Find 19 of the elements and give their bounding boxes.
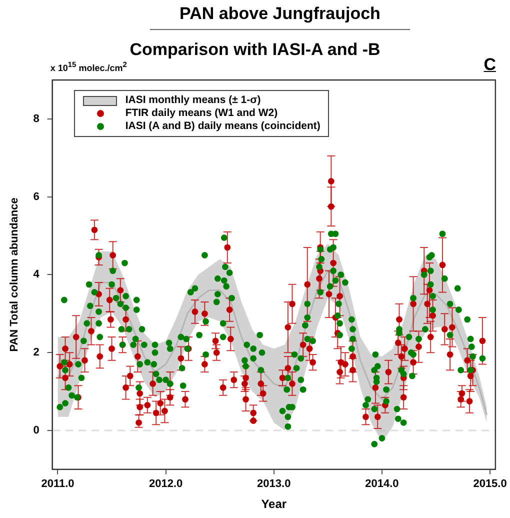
chart-subtitle: Comparison with IASI-A and -B [130, 40, 380, 59]
text: C [484, 55, 496, 75]
x-tick-label: 2011.0 [41, 478, 74, 490]
y-tick-label: 4 [33, 268, 40, 281]
x-tick-label: 2013.0 [257, 478, 291, 490]
legend-label: FTIR daily means (W1 and W2) [125, 107, 278, 120]
y-tick-label: 0 [33, 424, 40, 436]
y-axis-title: PAN Total column abundance [8, 198, 21, 352]
x-axis-title: Year [261, 497, 287, 512]
legend-label: IASI (A and B) daily means (coincident) [125, 120, 320, 133]
x-tick-label: 2012.0 [148, 478, 183, 490]
text: x 10$^{15}$ molec./cm$^{2}$ [50, 60, 127, 73]
y-tick-label: 2 [33, 346, 40, 359]
legend-label: IASI monthly means (± 1-σ) [125, 94, 261, 107]
chart-title: PAN above Jungfraujoch [150, 4, 410, 30]
x-tick-label: 2014.0 [365, 478, 399, 490]
y-tick-label: 8 [33, 112, 40, 125]
x-tick-label: 2015.0 [473, 478, 507, 490]
y-tick-label: 6 [33, 190, 40, 203]
